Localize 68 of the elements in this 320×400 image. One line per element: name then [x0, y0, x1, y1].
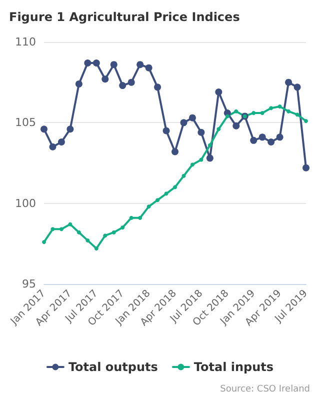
point: [268, 138, 275, 146]
point: [172, 148, 178, 156]
point: [199, 158, 204, 162]
chart-title: Figure 1 Agricultural Price Indices: [9, 10, 240, 24]
point: [76, 230, 81, 234]
point: [250, 136, 258, 144]
point: [75, 80, 82, 88]
point: [225, 114, 230, 118]
point: [302, 164, 310, 172]
point: [198, 128, 205, 136]
point: [188, 114, 196, 122]
point: [92, 59, 100, 66]
point: [110, 61, 118, 68]
point: [128, 78, 135, 86]
point: [49, 143, 56, 150]
point: [86, 238, 90, 242]
point: [269, 106, 274, 110]
point: [294, 84, 301, 91]
point: [112, 230, 116, 234]
y-tick-label: 95: [22, 278, 36, 290]
point: [40, 126, 48, 133]
y-tick-label: 110: [15, 36, 36, 48]
point: [50, 227, 55, 232]
point: [304, 119, 308, 124]
point: [84, 59, 92, 66]
point: [295, 112, 300, 117]
point: [286, 109, 291, 114]
y-tick-label: 100: [15, 196, 36, 210]
point: [42, 240, 46, 244]
point: [180, 119, 188, 126]
point: [190, 162, 194, 167]
point: [138, 216, 142, 220]
source-note: Source: CSO Ireland: [220, 384, 310, 394]
point: [146, 204, 151, 209]
point: [145, 64, 152, 72]
point: [216, 127, 221, 132]
point: [276, 134, 284, 141]
point: [232, 122, 240, 130]
point: [215, 88, 222, 96]
point: [260, 110, 264, 115]
point: [59, 227, 64, 232]
point: [103, 234, 108, 238]
point: [68, 222, 72, 226]
point: [258, 134, 266, 141]
line-series: [42, 104, 308, 251]
point: [129, 216, 134, 220]
point: [208, 143, 212, 148]
point: [66, 126, 74, 133]
y-tick-label: 105: [15, 116, 36, 130]
point: [173, 185, 177, 190]
point: [156, 198, 160, 202]
point: [120, 226, 125, 230]
point: [94, 246, 98, 251]
point: [154, 84, 162, 91]
point: [182, 174, 186, 178]
legend-label: Total inputs: [194, 360, 274, 374]
point: [206, 154, 214, 162]
point: [102, 76, 109, 83]
point: [164, 192, 168, 196]
point: [119, 82, 126, 90]
point: [136, 61, 144, 68]
point: [162, 127, 170, 134]
point: [58, 138, 65, 146]
legend-label: Total outputs: [68, 360, 158, 374]
point: [252, 110, 256, 115]
point: [234, 109, 238, 114]
point: [278, 104, 282, 109]
point: [285, 78, 292, 86]
